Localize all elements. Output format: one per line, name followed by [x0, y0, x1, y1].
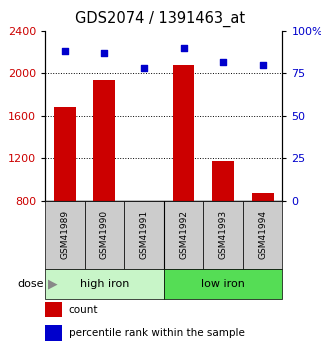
- Text: count: count: [69, 305, 98, 315]
- Point: [102, 50, 107, 56]
- Text: high iron: high iron: [80, 279, 129, 289]
- Bar: [54, 107, 76, 201]
- Text: GSM41992: GSM41992: [179, 210, 188, 259]
- Bar: [133, 201, 155, 202]
- Bar: [203, 201, 243, 269]
- Text: GSM41990: GSM41990: [100, 210, 109, 259]
- Point: [260, 62, 265, 68]
- Bar: [45, 325, 62, 341]
- Text: GSM41994: GSM41994: [258, 210, 267, 259]
- Point: [141, 66, 146, 71]
- Bar: [164, 201, 203, 269]
- Point: [181, 45, 186, 51]
- Text: GSM41993: GSM41993: [219, 210, 228, 259]
- Text: ▶: ▶: [48, 277, 58, 290]
- Text: GDS2074 / 1391463_at: GDS2074 / 1391463_at: [75, 10, 246, 27]
- Bar: [45, 201, 84, 269]
- Bar: [84, 201, 124, 269]
- Text: dose: dose: [18, 279, 44, 289]
- Bar: [173, 65, 195, 201]
- Bar: [124, 201, 164, 269]
- Bar: [45, 269, 164, 299]
- Bar: [45, 302, 62, 317]
- Text: GSM41991: GSM41991: [139, 210, 148, 259]
- Bar: [164, 269, 282, 299]
- Bar: [93, 80, 115, 201]
- Text: GSM41989: GSM41989: [60, 210, 69, 259]
- Point: [62, 49, 67, 54]
- Bar: [252, 193, 273, 201]
- Text: low iron: low iron: [201, 279, 245, 289]
- Point: [221, 59, 226, 65]
- Text: percentile rank within the sample: percentile rank within the sample: [69, 328, 245, 338]
- Bar: [243, 201, 282, 269]
- Bar: [212, 161, 234, 201]
